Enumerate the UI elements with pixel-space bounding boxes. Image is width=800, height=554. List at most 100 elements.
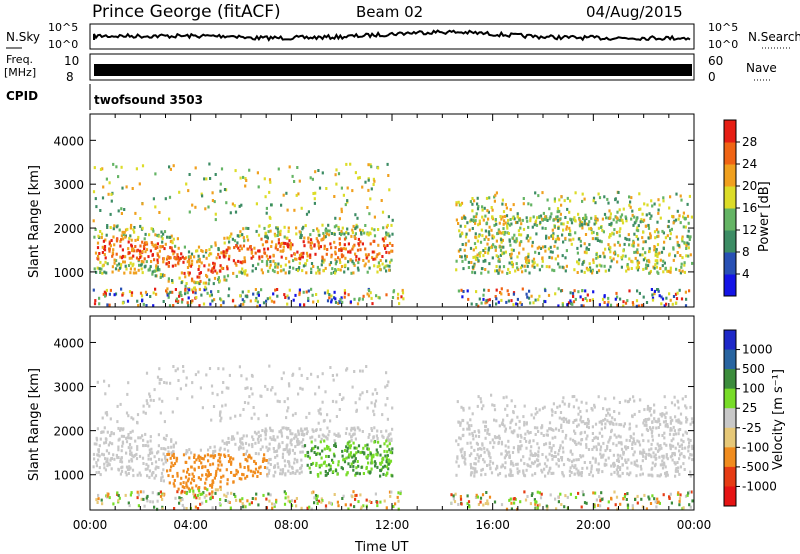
- power-cell: [239, 176, 242, 180]
- velocity-cell: [261, 429, 264, 432]
- power-cell: [470, 218, 473, 222]
- power-cell: [162, 300, 165, 303]
- power-cell: [235, 263, 238, 267]
- velocity-cell: [288, 464, 291, 468]
- power-cell: [205, 177, 208, 181]
- power-cell: [288, 271, 291, 275]
- power-cell: [661, 229, 664, 233]
- velocity-cell: [554, 451, 557, 455]
- velocity-cell: [97, 448, 100, 452]
- velocity-cell: [676, 469, 679, 473]
- velocity-cell: [197, 456, 200, 460]
- velocity-cell: [302, 433, 305, 437]
- velocity-cell: [470, 471, 473, 475]
- velocity-cell: [572, 405, 575, 409]
- power-cell: [507, 299, 510, 303]
- velocity-cell: [374, 388, 377, 392]
- velocity-cell: [119, 460, 122, 463]
- power-cell: [270, 245, 273, 248]
- velocity-cell: [279, 468, 282, 472]
- velocity-cell: [239, 413, 242, 417]
- velocity-cell: [368, 499, 371, 503]
- power-cell: [466, 221, 469, 225]
- velocity-cell: [335, 400, 338, 404]
- velocity-cell: [510, 469, 513, 473]
- power-cell: [356, 302, 360, 306]
- velocity-cell: [333, 444, 336, 447]
- power-cell: [246, 295, 249, 299]
- power-cell: [551, 234, 555, 238]
- power-cell: [254, 251, 257, 255]
- power-cell: [474, 257, 478, 261]
- velocity-cell: [350, 438, 353, 442]
- velocity-cell: [629, 471, 632, 475]
- power-cell: [589, 266, 592, 270]
- velocity-cell: [151, 491, 154, 495]
- velocity-cell: [562, 474, 565, 478]
- velocity-cell: [96, 380, 99, 384]
- velocity-cell: [658, 501, 661, 505]
- power-cell: [347, 293, 350, 297]
- velocity-cell: [210, 418, 213, 422]
- velocity-cell: [544, 474, 547, 478]
- velocity-cell: [217, 463, 220, 467]
- velocity-cell: [117, 456, 120, 459]
- power-cell: [200, 293, 203, 297]
- power-cell: [161, 237, 164, 241]
- velocity-cell: [493, 500, 497, 504]
- velocity-cell: [651, 438, 654, 442]
- velocity-cell: [293, 451, 296, 455]
- power-cell: [617, 240, 620, 244]
- power-cell: [508, 271, 511, 274]
- velocity-cell: [388, 442, 391, 446]
- power-cell: [222, 252, 225, 256]
- power-cell: [635, 228, 638, 232]
- power-cell: [579, 244, 583, 248]
- power-cell: [347, 260, 350, 264]
- velocity-cell: [666, 457, 669, 461]
- power-cell: [152, 291, 155, 295]
- velocity-cell: [498, 436, 501, 440]
- velocity-cell: [510, 460, 513, 464]
- velocity-cell: [197, 489, 201, 492]
- power-cell: [188, 271, 191, 275]
- velocity-cell: [303, 444, 307, 448]
- power-cell: [401, 291, 405, 295]
- velocity-cell: [489, 460, 492, 463]
- velocity-cell: [284, 464, 287, 468]
- power-cell: [681, 269, 684, 273]
- velocity-cell: [341, 497, 344, 500]
- velocity-cell: [255, 432, 258, 436]
- velocity-cell: [308, 411, 311, 415]
- velocity-cell: [684, 430, 687, 434]
- velocity-cell: [226, 482, 229, 486]
- power-cell: [469, 246, 473, 250]
- velocity-cell: [264, 384, 267, 388]
- power-cell: [490, 228, 493, 232]
- power-cell: [379, 267, 382, 271]
- velocity-cell: [509, 471, 512, 475]
- power-cell: [671, 302, 674, 306]
- power-cell: [262, 301, 266, 305]
- power-cell: [459, 203, 462, 207]
- velocity-cell: [243, 401, 247, 404]
- power-cell: [460, 216, 464, 220]
- velocity-cell: [250, 501, 253, 505]
- velocity-cell: [630, 435, 633, 439]
- power-cell: [527, 260, 530, 264]
- velocity-cell: [595, 468, 599, 472]
- velocity-cell: [103, 462, 106, 466]
- velocity-cell: [191, 486, 194, 490]
- power-cell: [334, 173, 337, 177]
- velocity-cell: [599, 445, 603, 449]
- velocity-cell: [475, 493, 478, 497]
- power-cell: [200, 192, 203, 196]
- power-cell: [265, 260, 269, 264]
- power-cell: [382, 239, 385, 243]
- velocity-cell: [139, 436, 142, 440]
- velocity-cell: [213, 476, 216, 480]
- velocity-cell: [112, 502, 115, 506]
- power-cell: [92, 219, 95, 223]
- power-cell: [247, 227, 250, 230]
- velocity-cell: [225, 386, 228, 390]
